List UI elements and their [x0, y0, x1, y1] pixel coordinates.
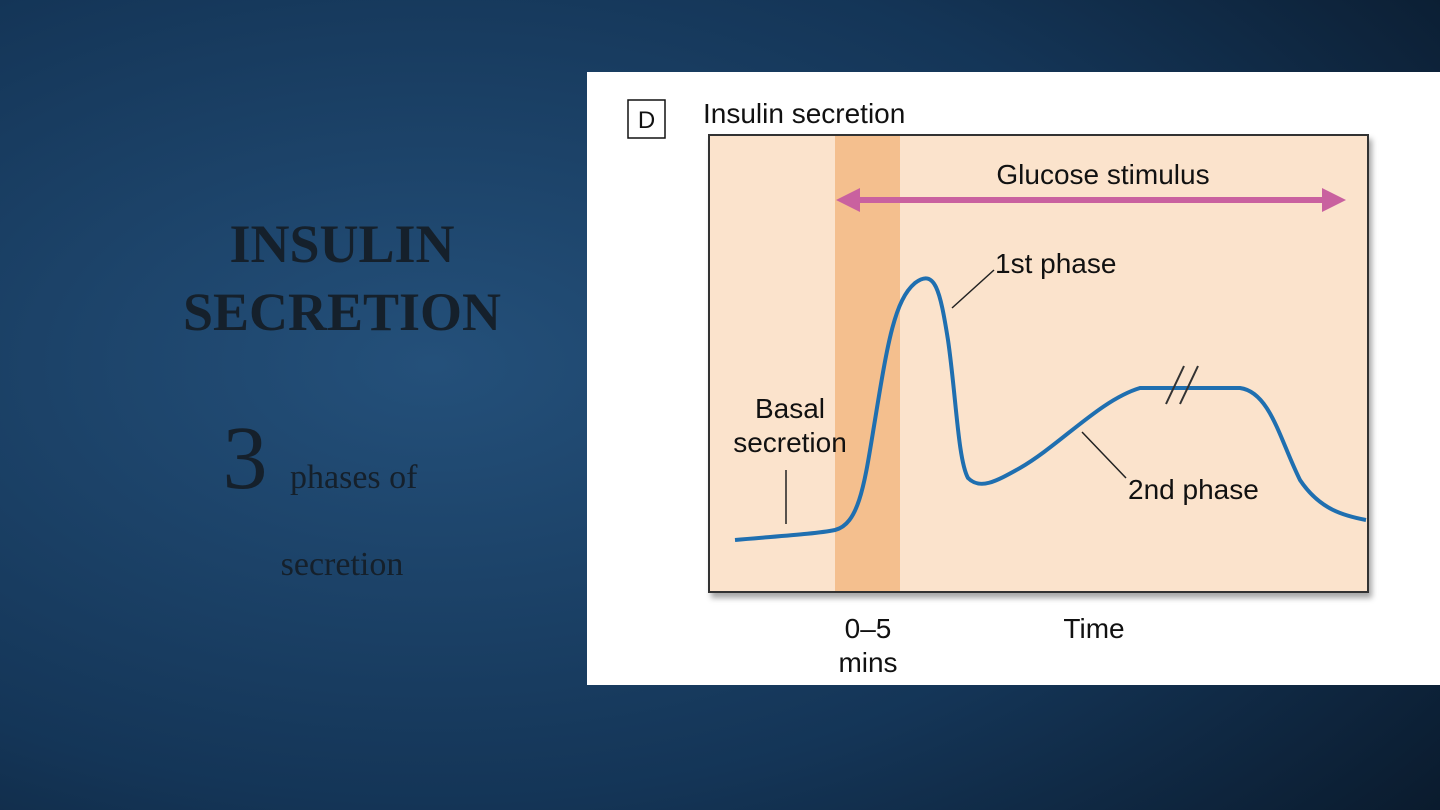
basal-label: secretion [733, 427, 847, 458]
plot-area [708, 134, 1369, 593]
figure: D Insulin secretion Glucose stimulus 1st… [587, 72, 1440, 685]
axis-break [1165, 365, 1185, 405]
arrow-head [836, 188, 860, 212]
leader-line [951, 269, 995, 309]
x-axis-label: Time [1063, 613, 1124, 644]
panel-label: D [638, 107, 655, 134]
window-label: 0–5 [845, 613, 892, 644]
second-phase-label: 2nd phase [1128, 474, 1259, 505]
slide-title: SECRETION [183, 282, 501, 342]
window-band [835, 136, 900, 591]
figure-title: Insulin secretion [703, 98, 905, 129]
axis-break [1179, 365, 1199, 405]
slide-subtitle: secretion [281, 546, 404, 583]
window-label: mins [838, 647, 897, 678]
stimulus-label: Glucose stimulus [996, 159, 1209, 190]
big-number: 3 [223, 409, 268, 508]
basal-label: Basal [755, 393, 825, 424]
first-phase-label: 1st phase [995, 248, 1116, 279]
slide-title: INSULIN [229, 214, 454, 274]
panel-box [627, 99, 666, 139]
slide-subtitle: phases of [290, 459, 418, 496]
leader-line [1081, 431, 1127, 479]
arrow-head [1322, 188, 1346, 212]
secretion-curve [734, 276, 1367, 542]
